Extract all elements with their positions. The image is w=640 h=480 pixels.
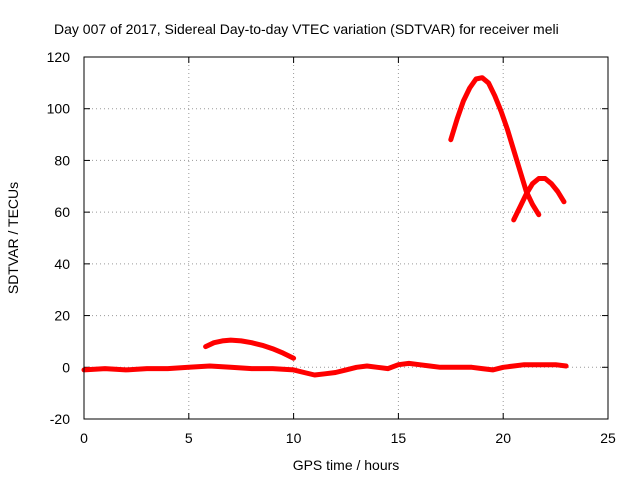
- y-axis-label: SDTVAR / TECUs: [5, 182, 21, 294]
- x-tick-labels: 0 5 10 15 20 25: [80, 430, 616, 446]
- series-baseline: [81, 360, 569, 378]
- y-tick-label: 0: [62, 359, 70, 375]
- y-tick-label: 80: [54, 152, 70, 168]
- chart-title: Day 007 of 2017, Sidereal Day-to-day VTE…: [54, 21, 559, 37]
- y-tick-labels: -20 0 20 40 60 80 100 120: [47, 49, 71, 427]
- x-tick-label: 10: [286, 430, 302, 446]
- y-tick-label: 120: [47, 49, 71, 65]
- data-series: [81, 75, 569, 378]
- y-tick-label: 40: [54, 256, 70, 272]
- plot-frame: [83, 56, 609, 420]
- x-tick-label: 15: [391, 430, 407, 446]
- series-arc-evening: [511, 176, 567, 223]
- x-tick-label: 5: [185, 430, 193, 446]
- x-tick-label: 25: [600, 430, 616, 446]
- y-tick-label: 60: [54, 204, 70, 220]
- series-arc-peak: [448, 75, 542, 218]
- x-tick-label: 20: [495, 430, 511, 446]
- x-axis-label: GPS time / hours: [293, 457, 400, 473]
- y-tick-label: -20: [50, 411, 70, 427]
- x-tick-label: 0: [80, 430, 88, 446]
- y-tick-label: 20: [54, 308, 70, 324]
- y-tick-label: 100: [47, 101, 71, 117]
- series-arc-morning: [203, 337, 297, 361]
